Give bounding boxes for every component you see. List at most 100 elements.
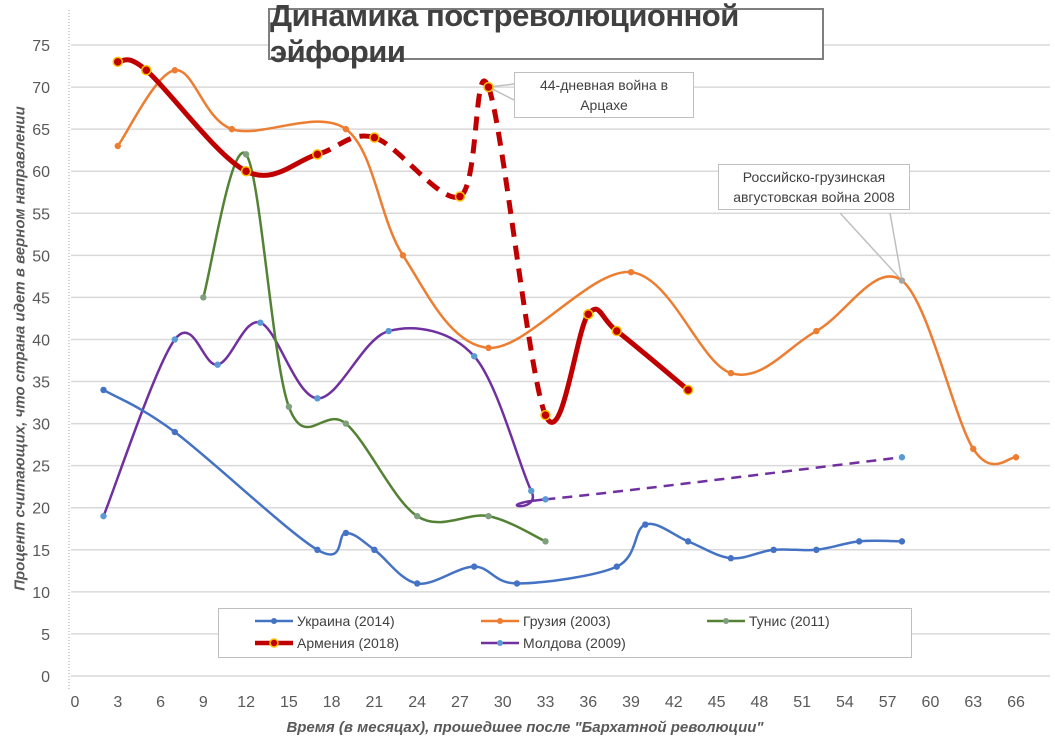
y-tick-label: 45 [32,290,50,307]
x-tick-label: 3 [113,694,122,711]
legend-label: Армения (2018) [297,635,400,651]
x-tick-label: 42 [665,694,683,711]
legend-label: Украина (2014) [297,613,395,629]
data-point [214,361,221,368]
x-tick-label: 39 [622,694,640,711]
legend-swatch [481,618,519,624]
series-line-segment [487,270,633,350]
series-line-segment [815,275,904,333]
x-tick-label: 9 [199,694,208,711]
data-point [112,56,124,68]
data-point [228,125,236,133]
data-point [100,386,107,394]
data-point [399,252,407,259]
x-tick-label: 0 [71,694,80,711]
data-point [898,454,906,461]
legend-label: Тунис (2011) [749,613,830,629]
data-point [314,546,321,553]
legend-item-ukraine: Украина (2014) [255,613,395,629]
y-tick-label: 40 [32,332,50,349]
series-line-segment [772,548,818,552]
x-tick-label: 30 [494,694,512,711]
x-tick-label: 51 [793,694,811,711]
legend-item-georgia: Грузия (2003) [481,613,611,629]
data-point [342,125,350,133]
data-point [642,521,649,528]
series-line-segment [401,254,490,350]
data-point [813,546,820,553]
y-tick-label: 30 [32,417,50,434]
y-tick-label: 15 [32,543,50,560]
series-line-segment [102,388,177,434]
series-line-segment [900,279,975,451]
series-line-segment [515,565,619,585]
y-tick-label: 75 [32,38,50,55]
x-tick-label: 45 [708,694,726,711]
y-tick-label: 10 [32,585,50,602]
series-line-segment [415,514,490,524]
data-point [898,277,906,284]
data-point [970,445,977,453]
legend: Украина (2014) Грузия (2003) Тунис (2011… [218,608,912,658]
y-tick-label: 50 [32,248,50,265]
data-point [242,151,250,158]
series-line-segment [216,321,262,366]
data-point [813,327,820,335]
x-axis-label: Время (в месяцах), прошедшее после "Барх… [286,719,764,736]
legend-swatch [255,638,293,648]
series-line-segment [316,329,390,400]
series-line-segment [815,540,861,552]
x-tick-label: 6 [156,694,165,711]
x-tick-label: 18 [323,694,341,711]
data-point [1012,454,1020,461]
data-point [342,420,350,427]
series-line-segment [244,153,291,409]
data-point [855,538,863,545]
data-point [371,546,378,553]
data-point [369,132,380,143]
legend-item-tunisia: Тунис (2011) [707,613,830,629]
data-point [314,395,321,402]
x-tick-label: 27 [451,694,469,711]
data-point [171,336,179,343]
data-point [240,165,252,177]
data-point [385,327,392,335]
legend-item-armenia: Армения (2018) [255,635,399,651]
data-point [542,496,549,503]
x-tick-label: 54 [836,694,854,711]
data-point [583,308,594,320]
data-point [513,580,521,587]
data-point [483,81,494,93]
series-line-segment [202,151,248,299]
series-line-segment [614,328,691,393]
x-tick-label: 21 [366,694,384,711]
data-point [611,325,623,337]
y-tick-label: 5 [41,627,50,644]
y-tick-label: 25 [32,459,50,476]
data-point [770,546,777,553]
series-line-segment [486,86,548,417]
series-line-segment [373,135,461,200]
series-line-segment [729,548,775,560]
data-point [727,555,735,562]
annotation-leader [839,212,904,283]
data-point [171,67,179,74]
series-line-segment [287,405,348,429]
y-tick-label: 60 [32,164,50,181]
y-tick-label: 55 [32,206,50,223]
series-line-segment [545,456,903,501]
series-line-segment [472,565,519,585]
chart-title: Динамика постреволюционной эйфории [268,0,824,69]
series-line-segment [173,331,219,366]
series-line-segment [143,67,249,174]
data-point [413,580,421,587]
x-tick-label: 24 [408,694,426,711]
x-tick-label: 33 [537,694,555,711]
y-tick-label: 0 [41,669,50,686]
y-tick-label: 65 [32,122,50,139]
series-line-segment [971,447,1018,466]
series-line-segment [515,489,547,508]
data-point [727,369,735,377]
legend-swatch [255,618,293,624]
